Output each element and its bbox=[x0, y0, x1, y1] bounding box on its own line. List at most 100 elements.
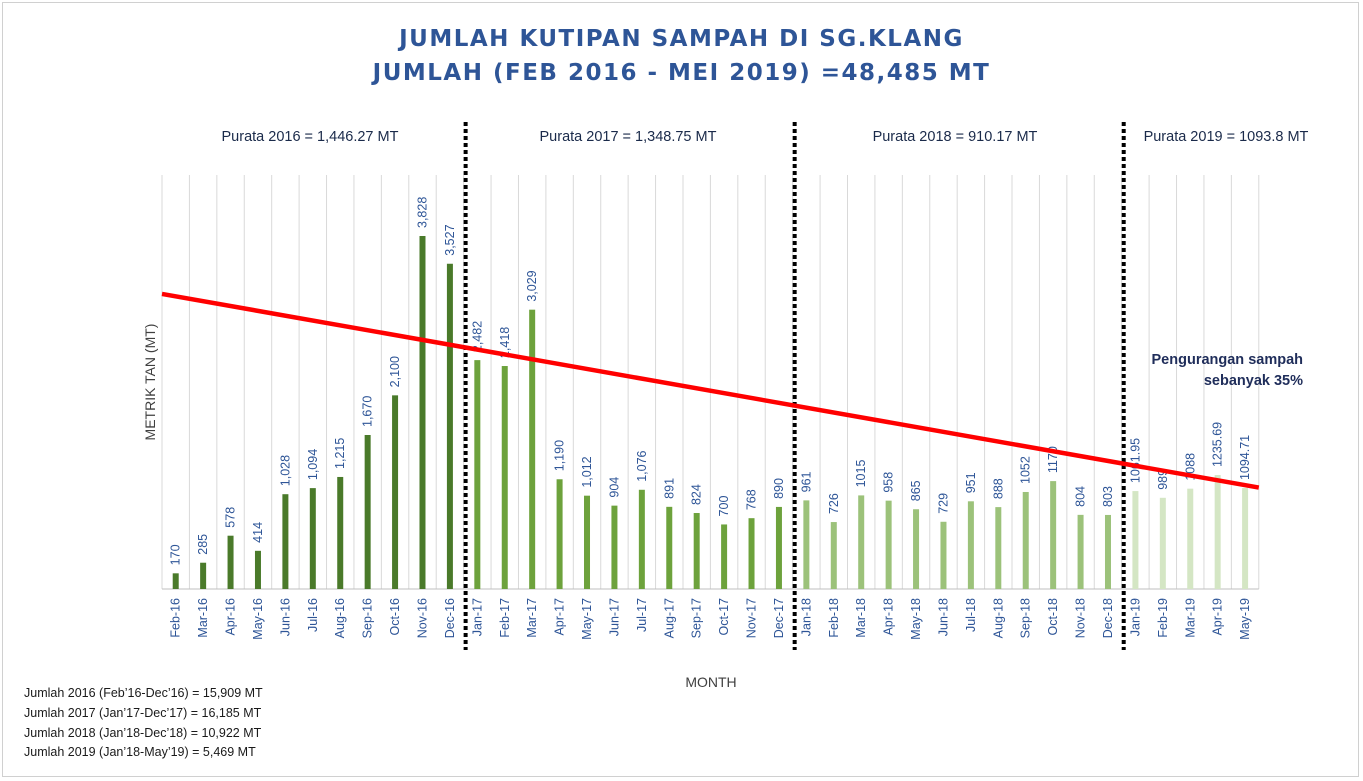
group-average-label: Purata 2017 = 1,348.75 MT bbox=[540, 129, 717, 145]
data-label: 989 bbox=[1156, 469, 1170, 490]
x-tick-label: Mar-19 bbox=[1183, 598, 1197, 638]
x-tick-label: Sep-17 bbox=[690, 598, 704, 638]
bar bbox=[1214, 475, 1221, 589]
x-tick-label: Nov-16 bbox=[415, 598, 429, 638]
data-label: 1061.95 bbox=[1128, 438, 1142, 483]
data-label: 904 bbox=[607, 477, 621, 498]
data-label: 1052 bbox=[1019, 456, 1033, 484]
x-tick-label: Feb-16 bbox=[169, 598, 183, 638]
x-tick-label: Mar-17 bbox=[525, 598, 539, 638]
bar bbox=[556, 479, 563, 589]
bar bbox=[172, 573, 179, 589]
x-tick-label: Mar-18 bbox=[854, 598, 868, 638]
group-average-label: Purata 2018 = 910.17 MT bbox=[873, 129, 1038, 145]
bar bbox=[721, 524, 728, 589]
bar bbox=[1077, 514, 1084, 589]
bar bbox=[474, 360, 481, 589]
data-label: 3,828 bbox=[415, 197, 429, 228]
x-axis-title: MONTH bbox=[685, 674, 736, 690]
bar bbox=[1159, 497, 1166, 589]
data-label: 3,029 bbox=[525, 270, 539, 301]
data-label: 1,670 bbox=[361, 396, 375, 427]
bar bbox=[1022, 491, 1029, 589]
bar bbox=[666, 506, 673, 589]
trend-annotation: sebanyak 35% bbox=[1204, 373, 1303, 389]
data-label: 1235.69 bbox=[1211, 422, 1225, 467]
total-2017: Jumlah 2017 (Jan’17-Dec’17) = 16,185 MT bbox=[24, 706, 262, 720]
bar bbox=[1132, 491, 1139, 589]
bar bbox=[364, 435, 371, 589]
x-tick-label: Dec-17 bbox=[772, 598, 786, 638]
x-tick-label: Mar-16 bbox=[196, 598, 210, 638]
x-tick-label: Feb-19 bbox=[1156, 598, 1170, 638]
y-axis-title: METRIK TAN (MT) bbox=[142, 324, 158, 441]
x-tick-label: Jul-18 bbox=[964, 598, 978, 632]
data-label: 1,012 bbox=[580, 456, 594, 487]
x-tick-label: Apr-17 bbox=[553, 598, 567, 636]
chart-subtitle: JUMLAH (FEB 2016 - MEI 2019) =48,485 MT bbox=[372, 60, 991, 86]
bar bbox=[913, 509, 920, 589]
data-label: 824 bbox=[690, 484, 704, 505]
trendline bbox=[161, 291, 1260, 490]
x-tick-label: May-19 bbox=[1238, 598, 1252, 640]
total-2016: Jumlah 2016 (Feb’16-Dec’16) = 15,909 MT bbox=[24, 686, 263, 700]
x-tick-label: Apr-16 bbox=[224, 598, 238, 636]
x-tick-label: Oct-16 bbox=[388, 598, 402, 636]
bar bbox=[584, 495, 591, 589]
x-tick-label: Feb-18 bbox=[827, 598, 841, 638]
x-tick-label: Oct-17 bbox=[717, 598, 731, 636]
data-label: 726 bbox=[827, 493, 841, 514]
bar bbox=[830, 522, 837, 589]
data-label: 578 bbox=[224, 507, 238, 528]
total-2019: Jumlah 2019 (Jan’18-May’19) = 5,469 MT bbox=[24, 745, 256, 759]
bar bbox=[1050, 481, 1057, 589]
x-tick-label: Dec-18 bbox=[1101, 598, 1115, 638]
data-label: 961 bbox=[799, 471, 813, 492]
x-tick-label: Jul-17 bbox=[635, 598, 649, 632]
data-label: 1,076 bbox=[635, 450, 649, 481]
data-label: 1,028 bbox=[278, 455, 292, 486]
data-label: 803 bbox=[1101, 486, 1115, 507]
bar bbox=[775, 506, 782, 589]
x-tick-label: Jun-16 bbox=[278, 598, 292, 636]
bar bbox=[282, 494, 289, 589]
bar bbox=[1187, 488, 1194, 589]
bar bbox=[200, 562, 207, 589]
data-label: 768 bbox=[745, 489, 759, 510]
data-label: 865 bbox=[909, 480, 923, 501]
x-tick-label: Nov-18 bbox=[1074, 598, 1088, 638]
bar bbox=[392, 395, 399, 589]
bar bbox=[419, 236, 426, 589]
bar bbox=[693, 513, 700, 589]
x-tick-label: Jun-17 bbox=[607, 598, 621, 636]
bar bbox=[611, 505, 618, 589]
data-label: 3,527 bbox=[443, 224, 457, 255]
data-label: 414 bbox=[251, 522, 265, 543]
chart-title: JUMLAH KUTIPAN SAMPAH DI SG.KLANG bbox=[399, 26, 964, 52]
bar bbox=[803, 500, 810, 589]
bar bbox=[638, 489, 645, 589]
bar bbox=[1104, 514, 1111, 589]
x-tick-label: Dec-16 bbox=[443, 598, 457, 638]
x-tick-label: Nov-17 bbox=[745, 598, 759, 638]
x-tick-label: Jan-19 bbox=[1128, 598, 1142, 636]
data-label: 888 bbox=[991, 478, 1005, 499]
data-label: 729 bbox=[936, 493, 950, 514]
bar bbox=[227, 535, 234, 589]
data-label: 2,482 bbox=[470, 321, 484, 352]
x-tick-label: Aug-16 bbox=[333, 598, 347, 638]
data-label: 890 bbox=[772, 478, 786, 499]
data-label: 1015 bbox=[854, 460, 868, 488]
total-2018: Jumlah 2018 (Jan’18-Dec’18) = 10,922 MT bbox=[24, 726, 262, 740]
bar bbox=[529, 309, 536, 589]
data-label: 2,100 bbox=[388, 356, 402, 387]
data-label: 951 bbox=[964, 472, 978, 493]
x-tick-label: Jun-18 bbox=[936, 598, 950, 636]
x-tick-label: Apr-18 bbox=[882, 598, 896, 636]
group-average-label: Purata 2016 = 1,446.27 MT bbox=[222, 129, 399, 145]
bar bbox=[885, 500, 892, 589]
x-tick-label: Aug-17 bbox=[662, 598, 676, 638]
x-tick-label: Feb-17 bbox=[498, 598, 512, 638]
